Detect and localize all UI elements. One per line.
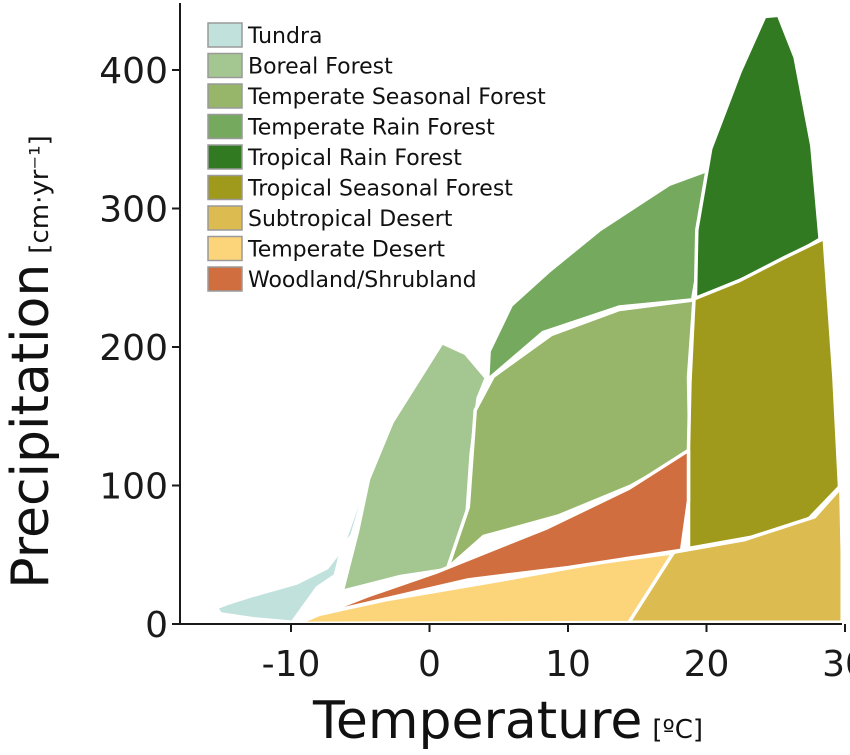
y-axis-ticks: 0 100 200 300 400 [99,51,180,646]
legend-label-subtropical-desert: Subtropical Desert [248,207,453,232]
biome-region-tundra [214,475,369,625]
legend-label-temperate-rain-forest: Temperate Rain Forest [247,116,495,141]
legend-label-tropical-rain-forest: Tropical Rain Forest [247,146,462,171]
y-tick-label: 100 [99,467,168,508]
legend-swatch-temperate-seasonal-forest [207,83,243,109]
biome-regions [214,13,844,626]
legend-label-boreal-forest: Boreal Forest [248,55,393,80]
x-tick-label: 30 [822,644,850,685]
y-tick-label: 300 [99,190,168,231]
legend-swatch-tundra [207,22,243,48]
legend-swatch-temperate-desert [207,235,243,262]
y-tick-label: 400 [99,51,168,92]
legend-swatch-boreal-forest [207,52,243,79]
legend-label-woodland-shrubland: Woodland/Shrubland [248,268,477,293]
x-axis-title: Temperature [ºC] [312,691,703,751]
y-tick-label: 0 [145,605,168,646]
y-axis-title: Precipitation[cm·yr⁻¹] [1,135,61,588]
legend-label-temperate-seasonal-forest: Temperate Seasonal Forest [247,85,546,110]
y-tick-label: 200 [99,328,168,369]
x-tick-label: -10 [262,644,321,685]
x-tick-label: 10 [545,644,591,685]
legend: Tundra Boreal Forest Temperate Seasonal Fo… [207,22,546,293]
x-tick-label: 20 [684,644,730,685]
axes: -10 0 10 20 30 0 100 200 300 400 [99,3,850,685]
legend-swatch-subtropical-desert [207,205,243,231]
legend-label-tropical-seasonal-forest: Tropical Seasonal Forest [247,177,513,202]
biome-region-subtropical-desert [625,485,844,625]
legend-swatch-tropical-seasonal-forest [207,174,243,201]
legend-label-tundra: Tundra [247,24,322,49]
x-tick-label: 0 [418,644,441,685]
biome-region-woodland-shrubland [319,448,691,616]
x-axis-ticks: -10 0 10 20 30 [262,624,850,685]
biome-region-temperate-rain-forest [485,166,716,382]
legend-swatch-tropical-rain-forest [207,144,243,170]
legend-swatch-temperate-rain-forest [207,113,243,140]
legend-label-temperate-desert: Temperate Desert [247,238,445,263]
legend-swatch-woodland-shrubland [207,266,243,292]
